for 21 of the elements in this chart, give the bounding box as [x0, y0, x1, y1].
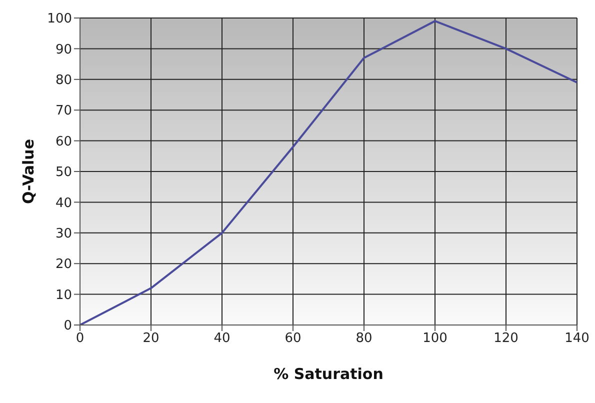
y-axis-title: Q-Value [19, 138, 38, 204]
y-tick-label: 60 [55, 134, 72, 150]
y-tick-label: 30 [55, 226, 72, 242]
x-tick-label: 140 [564, 331, 590, 346]
y-tick-label: 80 [55, 73, 72, 88]
y-tick-label: 40 [55, 196, 72, 211]
x-tick-label: 120 [494, 331, 518, 346]
y-tick-label: 90 [55, 42, 72, 58]
x-tick-label: 40 [214, 331, 230, 346]
y-tick-label: 50 [55, 165, 72, 180]
y-tick-label: 10 [55, 288, 72, 303]
x-tick-label: 20 [142, 331, 160, 346]
x-axis-title: % Saturation [274, 365, 384, 383]
x-tick-label: 0 [76, 331, 84, 346]
y-tick-label: 20 [55, 257, 72, 272]
x-tick-label: 80 [356, 331, 372, 346]
x-tick-label: 60 [284, 331, 302, 346]
y-tick-label: 0 [64, 318, 72, 334]
y-tick-label: 100 [47, 12, 72, 27]
x-tick-label: 100 [422, 331, 448, 346]
y-tick-label: 70 [55, 104, 72, 119]
